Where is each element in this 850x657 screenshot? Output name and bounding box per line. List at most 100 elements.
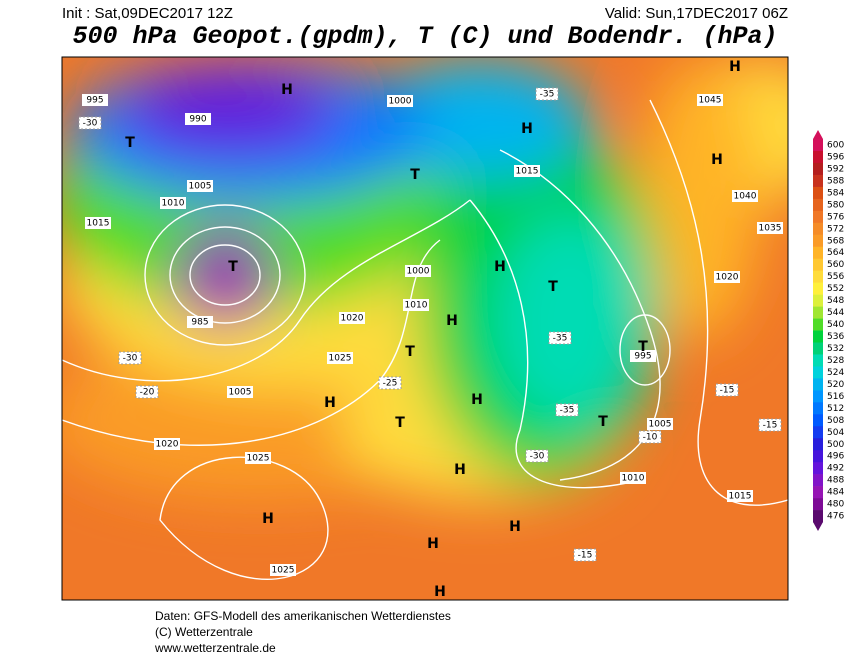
pressure-center: H	[446, 313, 458, 329]
isobar-label: 1045	[699, 96, 722, 106]
temperature-label: -35	[540, 90, 555, 100]
colorbar-swatch	[813, 378, 823, 391]
colorbar-swatch	[813, 246, 823, 260]
colorbar-swatch	[813, 366, 823, 379]
colorbar-label: 548	[827, 296, 844, 306]
colorbar-swatch	[813, 270, 823, 283]
colorbar-swatch	[813, 150, 823, 164]
colorbar-label: 496	[827, 452, 844, 462]
isobar-label-box	[270, 564, 296, 576]
colorbar-label: 596	[827, 152, 844, 162]
temperature-label-box	[555, 403, 579, 417]
isobar-label: 1015	[87, 219, 110, 229]
isobar-label: 1000	[407, 267, 430, 277]
colorbar-label: 568	[827, 236, 844, 246]
colorbar-label: 576	[827, 212, 844, 222]
pressure-center: H	[471, 392, 483, 408]
isobar-label-box	[630, 350, 656, 362]
colorbar-label: 500	[827, 440, 844, 450]
temperature-label: -30	[530, 452, 545, 462]
isobar-label: 1025	[247, 454, 270, 464]
colorbar-swatch	[813, 174, 823, 188]
isobar-label: 1010	[622, 474, 645, 484]
colorbar-swatch	[813, 426, 823, 439]
isobar-label: 985	[191, 318, 208, 328]
colorbar-label: 592	[827, 164, 844, 174]
colorbar-swatch	[813, 198, 823, 212]
colorbar-swatch	[813, 186, 823, 200]
isobar-label-box	[697, 94, 723, 106]
pressure-center: T	[638, 339, 648, 355]
temperature-label-box	[118, 351, 142, 365]
isobar-label-box	[403, 299, 429, 311]
colorbar-label: 584	[827, 188, 844, 198]
pressure-center: T	[228, 259, 238, 275]
isobar-label-box	[85, 217, 111, 229]
colorbar-swatch	[813, 498, 823, 511]
colorbar-label: 484	[827, 488, 844, 498]
isobar-label: 1005	[189, 182, 212, 192]
isobar-label-box	[405, 265, 431, 277]
colorbar-label: 600	[827, 141, 844, 151]
map	[62, 57, 788, 600]
pressure-center: H	[509, 519, 521, 535]
colorbar-label: 544	[827, 308, 844, 318]
isobar-label-box	[514, 165, 540, 177]
isobar-label: 1005	[649, 420, 672, 430]
pressure-center: T	[548, 279, 558, 295]
pressure-center: T	[410, 167, 420, 183]
colorbar-swatch	[813, 450, 823, 463]
colorbar-swatch	[813, 282, 823, 295]
isobar-label-box	[327, 352, 353, 364]
isobar-label: 1025	[272, 566, 295, 576]
isobar-label-box	[387, 95, 413, 107]
colorbar-label: 528	[827, 356, 844, 366]
isobar-label-box	[620, 472, 646, 484]
isobar-label-box	[82, 94, 108, 106]
init-time: Init : Sat,09DEC2017 12Z	[62, 5, 233, 22]
isobar-label: 995	[634, 352, 651, 362]
temperature-label: -20	[140, 388, 155, 398]
isobar-label-box	[732, 190, 758, 202]
temperature-label-box	[638, 430, 662, 444]
pressure-center: H	[711, 152, 723, 168]
colorbar-label: 504	[827, 428, 844, 438]
colorbar-swatch	[813, 474, 823, 487]
isobar-label: 990	[189, 115, 206, 125]
temperature-label: -25	[383, 379, 398, 389]
pressure-center: H	[281, 82, 293, 98]
pressure-center: H	[324, 395, 336, 411]
pressure-center: H	[262, 511, 274, 527]
isobar-label: 1010	[405, 301, 428, 311]
colorbar-swatch	[813, 234, 823, 248]
temperature-label: -35	[553, 334, 568, 344]
pressure-center: H	[454, 462, 466, 478]
valid-time: Valid: Sun,17DEC2017 06Z	[605, 5, 788, 22]
temperature-label-box	[525, 449, 549, 463]
temperature-label-box	[378, 376, 402, 390]
isobar-label: 1000	[389, 97, 412, 107]
colorbar-label: 564	[827, 248, 844, 258]
temperature-label-box	[548, 331, 572, 345]
temperature-label: -10	[643, 433, 658, 443]
colorbar-label: 552	[827, 284, 844, 294]
isobar-label: 1010	[162, 199, 185, 209]
temperature-label-box	[135, 385, 159, 399]
colorbar-swatch	[813, 210, 823, 224]
footer-source: Daten: GFS-Modell des amerikanischen Wet…	[155, 609, 451, 623]
pressure-center: T	[395, 415, 405, 431]
isobar-label-box	[245, 452, 271, 464]
colorbar-swatch	[813, 510, 823, 523]
map-frame	[61, 56, 789, 601]
colorbar-label: 508	[827, 416, 844, 426]
colorbar-swatch	[813, 462, 823, 475]
colorbar-swatch	[813, 139, 823, 152]
colorbar-swatch	[813, 222, 823, 236]
colorbar-label: 572	[827, 224, 844, 234]
colorbar-label: 516	[827, 392, 844, 402]
pressure-center: H	[521, 121, 533, 137]
colorbar-label: 580	[827, 200, 844, 210]
colorbar-swatch	[813, 162, 823, 176]
isobar-label-box	[757, 222, 783, 234]
